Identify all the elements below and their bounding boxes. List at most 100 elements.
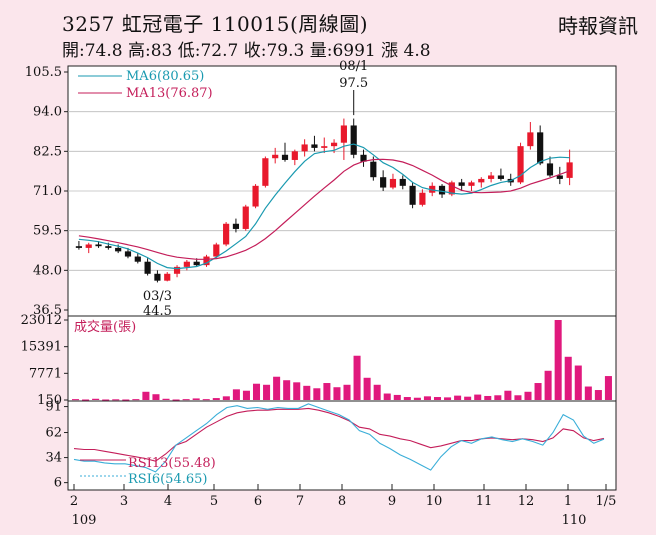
volume-bar — [564, 356, 572, 400]
candle-body — [340, 125, 347, 143]
candle-body — [203, 256, 210, 266]
candle-body — [115, 247, 122, 252]
candle-body — [242, 206, 249, 229]
volume-bar — [152, 394, 160, 400]
candle-body — [330, 142, 338, 147]
volume-bar — [182, 399, 190, 401]
x-month-label: 10 — [426, 494, 443, 509]
candle-body — [429, 185, 436, 193]
ma6-legend-label: MA6(80.65) — [126, 69, 204, 84]
candle-body — [458, 182, 465, 186]
volume-bar — [122, 399, 130, 401]
chart-title: 3257 虹冠電子 110015(周線圖) — [62, 12, 369, 36]
volume-bar — [403, 397, 411, 400]
x-month-label: 6 — [254, 494, 262, 509]
volume-bar — [293, 382, 301, 400]
x-month-label: 7 — [296, 494, 304, 509]
volume-bar — [383, 393, 391, 400]
candle-body — [478, 178, 485, 183]
candlestick-series — [75, 118, 573, 283]
rsi13-line — [73, 407, 605, 462]
volume-tick-label: 23012 — [21, 313, 62, 328]
rsi-tick-label: 62 — [45, 426, 62, 441]
ma6-line — [78, 143, 570, 270]
volume-bar — [323, 383, 331, 400]
volume-bar — [82, 399, 90, 401]
price-summary: 開:74.8 高:83 低:72.7 收:79.3 量:6991 漲 4.8 — [62, 41, 431, 61]
rsi-lines — [73, 403, 605, 473]
volume-bar — [504, 390, 512, 400]
candle-body — [409, 185, 416, 205]
candle-body — [556, 175, 563, 179]
volume-axis: 23012 15391 7771 150 成交量(張) — [21, 313, 137, 408]
candle-body — [173, 266, 181, 274]
candle-body — [566, 162, 573, 178]
data-source-label: 時報資訊 — [558, 14, 638, 38]
volume-bar — [333, 387, 341, 400]
candle-body — [389, 178, 397, 188]
volume-tick-label: 7771 — [29, 366, 62, 381]
rsi-tick-label: 34 — [45, 451, 62, 466]
candle-body — [311, 144, 318, 148]
volume-bar — [514, 395, 522, 400]
price-tick-label: 48.0 — [33, 263, 62, 278]
x-year-label: 110 — [562, 513, 587, 528]
rsi6-line — [73, 403, 605, 473]
volume-bar — [172, 399, 180, 401]
volume-bar — [544, 370, 552, 400]
ma13-line — [78, 158, 570, 260]
candle-body — [154, 273, 161, 281]
candle-body — [272, 154, 279, 159]
volume-bar — [92, 398, 100, 400]
volume-bar — [574, 365, 582, 400]
price-tick-label: 71.0 — [33, 184, 62, 199]
candle-body — [517, 146, 524, 183]
candle-body — [350, 125, 357, 155]
high-value-annotation: 97.5 — [339, 76, 368, 91]
candle-body — [527, 132, 534, 147]
volume-bar — [464, 396, 472, 400]
volume-bar — [132, 399, 140, 401]
price-tick-label: 105.5 — [25, 65, 62, 80]
volume-bar — [343, 384, 351, 400]
candle-body — [537, 132, 544, 164]
candle-body — [546, 163, 554, 176]
candle-body — [468, 182, 475, 186]
high-date-annotation: 08/1 — [339, 59, 368, 74]
x-axis: 2 3 4 5 6 7 8 9 10 11 12 1 1/5 109 110 — [70, 484, 617, 528]
candle-body — [193, 261, 200, 266]
candle-body — [291, 151, 298, 160]
x-month-label: 1/5 — [596, 494, 617, 509]
volume-tick-label: 150 — [37, 393, 62, 408]
volume-bar — [313, 388, 321, 400]
candle-body — [223, 223, 230, 245]
candle-body — [448, 182, 455, 195]
volume-bar — [554, 320, 562, 400]
volume-bar — [192, 398, 200, 400]
volume-bar — [413, 397, 421, 400]
candle-body — [85, 244, 92, 248]
rsi-tick-label: 6 — [54, 476, 62, 491]
low-date-annotation: 03/3 — [143, 289, 172, 304]
candle-body — [438, 185, 446, 195]
price-tick-label: 36.5 — [33, 303, 62, 318]
volume-bar — [494, 395, 502, 400]
price-tick-label: 94.0 — [33, 105, 62, 120]
price-axis: 105.5 94.0 82.5 71.0 59.5 48.0 36.5 — [25, 65, 68, 318]
volume-bar — [353, 355, 361, 400]
legends: MA6(80.65) MA13(76.87) RSI13(55.48)RSI6(54… — [78, 69, 216, 487]
price-tick-label: 59.5 — [33, 224, 62, 239]
candle-body — [419, 192, 426, 205]
candle-body — [95, 244, 102, 247]
candle-body — [262, 158, 269, 186]
volume-bar — [373, 384, 381, 400]
volume-bar — [232, 389, 240, 400]
candle-body — [281, 154, 289, 160]
volume-bar — [252, 383, 261, 400]
price-annotations: 08/1 97.5 03/344.5 — [143, 59, 368, 319]
candle-body — [380, 177, 387, 188]
volume-bar — [534, 383, 542, 400]
candle-body — [164, 273, 171, 281]
candle-body — [488, 175, 495, 179]
volume-bar — [393, 394, 401, 400]
